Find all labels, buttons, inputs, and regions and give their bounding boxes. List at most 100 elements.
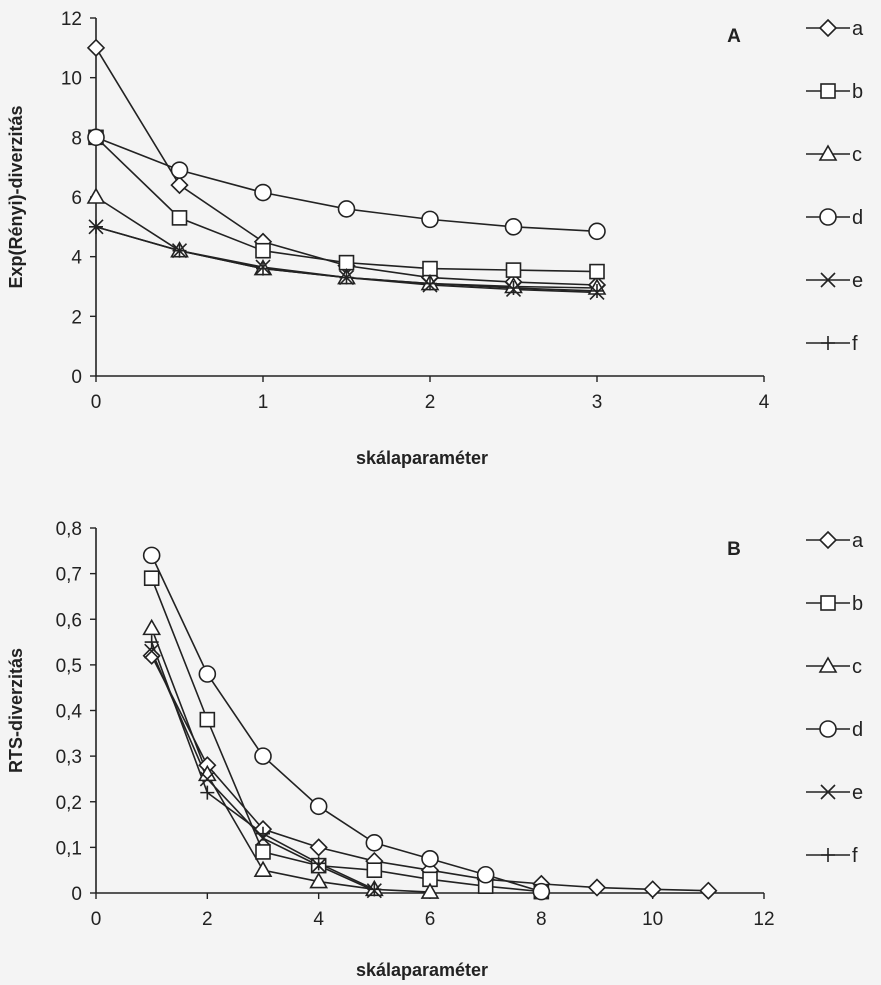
legend-label-a: a (852, 18, 864, 40)
data-point-a (699, 881, 718, 900)
data-point-f (339, 270, 354, 285)
series-line-b (150, 577, 542, 893)
data-point-e (199, 771, 215, 787)
data-point-b (199, 711, 216, 728)
y-tick-label: 10 (61, 69, 82, 90)
y-tick-label: 0 (71, 884, 82, 905)
data-point-d (532, 882, 551, 901)
y-tick-label: 0,2 (56, 793, 82, 814)
legend-label-f: f (852, 333, 858, 355)
data-point-a (170, 175, 189, 195)
data-point-a (643, 880, 662, 899)
y-tick-label: 4 (71, 248, 82, 269)
x-axis-title: skálaparaméter (356, 448, 488, 468)
data-point-f (423, 276, 437, 291)
legend-label-a: a (852, 530, 864, 552)
legend-marker-b (820, 83, 836, 99)
data-point-c (86, 187, 106, 204)
data-point-c (253, 860, 273, 877)
data-point-a (142, 646, 161, 665)
x-tick-label: 6 (425, 909, 436, 930)
x-tick-label: 0 (91, 909, 102, 930)
legend-marker-f (821, 848, 835, 862)
legend-label-d: d (852, 719, 863, 741)
y-tick-label: 12 (61, 9, 82, 30)
y-tick-label: 0,7 (56, 565, 82, 586)
legend-label-b: b (852, 593, 863, 615)
x-tick-label: 0 (91, 392, 102, 413)
data-point-d (309, 797, 328, 816)
data-point-d (337, 200, 356, 218)
data-point-a (86, 38, 106, 57)
legend-marker-f (821, 336, 835, 350)
data-point-f (89, 219, 103, 234)
legend-marker-a (818, 530, 838, 550)
data-point-c (142, 618, 162, 636)
chart-panel-b: 0 0,1 0,2 0,3 0,4 0,5 0,6 0,7 0,8 0 2 4 6 8 10 12 skálap… (6, 519, 864, 980)
y-tick-label: 0,3 (56, 747, 82, 768)
legend-marker-a (818, 18, 838, 38)
legend-marker-c (818, 144, 838, 161)
y-tick-label: 0 (71, 367, 82, 388)
data-point-b (255, 844, 271, 860)
data-point-d (142, 546, 161, 565)
data-point-b (589, 263, 605, 280)
legend-label-e: e (852, 782, 863, 804)
data-point-d (254, 183, 272, 202)
data-point-f (590, 283, 604, 298)
data-point-f (311, 856, 326, 871)
data-point-c (309, 871, 329, 889)
series-line-c (150, 628, 431, 893)
data-point-d (588, 222, 606, 241)
data-point-b (171, 210, 188, 226)
y-tick-label: 6 (71, 188, 82, 209)
legend-label-f: f (852, 845, 858, 867)
x-tick-label: 4 (759, 392, 770, 413)
x-tick-label: 2 (425, 392, 436, 413)
legend-marker-e (820, 784, 836, 800)
data-point-b (255, 242, 271, 259)
legend-marker-b (820, 595, 836, 611)
y-tick-label: 2 (71, 307, 82, 328)
data-point-c (420, 882, 440, 899)
x-tick-label: 2 (202, 909, 213, 930)
legend-label-d: d (852, 207, 863, 229)
legend-marker-d (819, 208, 837, 226)
data-point-d (421, 849, 439, 868)
data-point-f (256, 261, 270, 276)
y-tick-label: 0,4 (56, 702, 83, 723)
legend-marker-e (820, 272, 836, 288)
y-tick-label: 0,6 (56, 610, 82, 631)
data-point-c (197, 764, 217, 782)
data-point-d (421, 210, 439, 229)
x-tick-label: 12 (753, 909, 774, 930)
legend-label-b: b (852, 81, 863, 103)
legend-label-c: c (852, 656, 862, 678)
data-point-d (504, 218, 523, 236)
data-point-f (200, 785, 215, 800)
data-point-f (256, 826, 270, 841)
data-point-b (366, 862, 383, 878)
y-tick-label: 8 (71, 128, 82, 149)
x-axis-title: skálaparaméter (356, 960, 488, 980)
data-point-d (254, 747, 272, 765)
x-tick-label: 3 (592, 392, 603, 413)
series-line-d (150, 555, 542, 893)
data-point-b (338, 254, 355, 271)
data-point-b (143, 570, 160, 586)
data-point-f (144, 635, 159, 650)
legend-marker-c (818, 656, 838, 673)
panel-label: B (727, 539, 741, 560)
data-point-b (505, 262, 522, 278)
x-tick-label: 10 (642, 909, 663, 930)
data-point-d (87, 128, 105, 147)
legend-marker-d (819, 720, 837, 738)
data-point-f (172, 243, 187, 258)
x-tick-label: 8 (536, 909, 547, 930)
data-point-d (365, 834, 384, 852)
panel-label: A (727, 26, 741, 47)
data-point-d (170, 161, 189, 179)
y-tick-label: 0,5 (56, 656, 82, 677)
